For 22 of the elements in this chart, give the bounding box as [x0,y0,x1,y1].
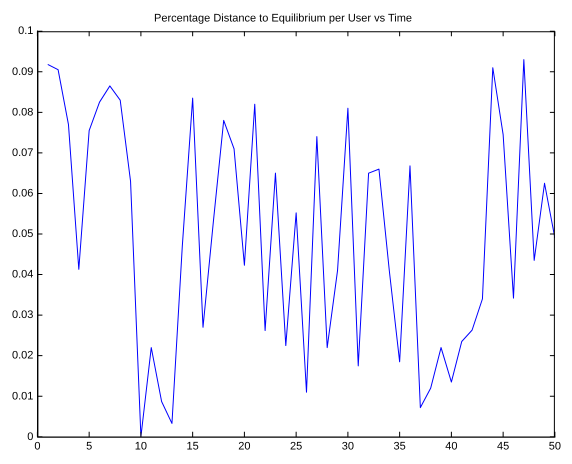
x-tick-label: 10 [134,440,148,452]
x-tick-label: 35 [394,440,406,452]
x-tick-label: 25 [290,440,302,452]
x-tick-label: 15 [186,440,199,452]
y-tick-label: 0.09 [12,66,34,78]
y-tick-label: 0.1 [18,25,34,38]
x-tick-label: 45 [497,440,510,452]
x-tick-label: 5 [86,440,92,452]
y-tick-label: 0.04 [12,268,34,281]
y-tick-label: 0.07 [12,146,34,159]
chart-title: Percentage Distance to Equilibrium per User vs Time [154,12,412,25]
x-tick-label: 30 [342,440,354,452]
x-tick-label: 50 [548,440,562,452]
y-tick-label: 0.05 [12,228,34,240]
y-tick-label: 0 [27,430,34,443]
y-tick-label: 0.06 [12,187,34,200]
y-tick-label: 0.03 [12,309,34,322]
y-tick-label: 0.01 [12,390,34,402]
y-tick-label: 0.02 [12,350,34,362]
x-tick-label: 20 [238,440,251,452]
y-tick-label: 0.08 [12,106,34,118]
x-tick-label: 40 [445,440,458,452]
